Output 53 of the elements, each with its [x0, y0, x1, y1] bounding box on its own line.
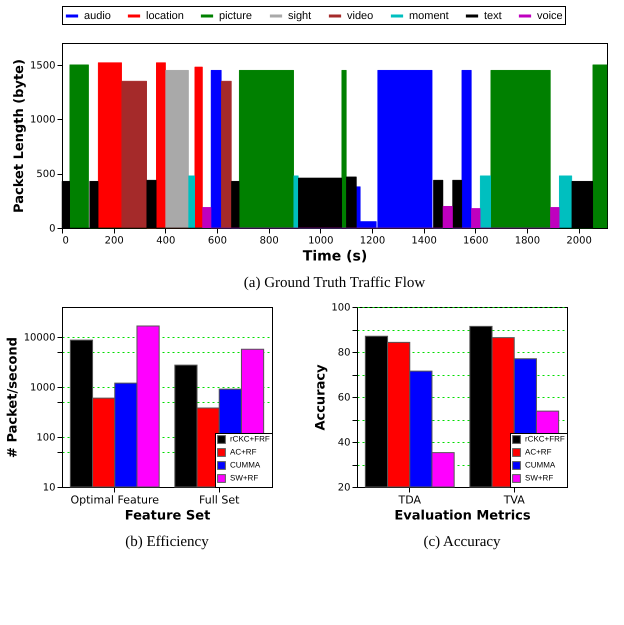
- legend-label: rCKC+FRF: [230, 434, 270, 444]
- x-tick-label: Optimal Feature: [70, 494, 160, 506]
- y-tick-label: 10: [42, 482, 56, 494]
- y-tick-label: 100: [36, 432, 56, 444]
- x-tick-label: 2000: [566, 236, 592, 246]
- legend-label: video: [347, 10, 374, 22]
- y-axis-title: Packet Length (byte): [12, 59, 28, 213]
- x-tick-label: 1800: [514, 236, 540, 246]
- y-tick-label: 60: [338, 392, 350, 404]
- x-tick-label: 1600: [463, 236, 488, 246]
- x-tick-label: Full Set: [199, 494, 240, 506]
- y-tick-label: 10000: [24, 332, 56, 344]
- legend-label: AC+RF: [230, 448, 257, 456]
- x-tick-label: 800: [260, 236, 279, 246]
- legend-label: SW+RF: [525, 474, 554, 482]
- legend-label: SW+RF: [230, 474, 258, 482]
- legend-label: CUMMA: [525, 460, 556, 470]
- legend-label: audio: [84, 10, 111, 22]
- y-axis-title: # Packet/second: [6, 337, 21, 458]
- x-tick-label: 400: [156, 236, 176, 246]
- y-tick-label: 80: [338, 348, 350, 358]
- legend-label: voice: [537, 10, 563, 22]
- y-axis-title: Accuracy: [313, 364, 328, 431]
- y-tick-label: 100: [331, 302, 350, 314]
- x-tick-label: TVA: [502, 494, 526, 506]
- x-tick-label: 1000: [308, 236, 334, 246]
- text: (c) Accuracy: [423, 534, 502, 550]
- text: (a) Ground Truth Traffic Flow: [244, 275, 426, 291]
- legend-label: AC+RF: [525, 448, 552, 456]
- legend-label: text: [484, 10, 502, 22]
- x-axis-title: Evaluation Metrics: [394, 508, 531, 524]
- y-tick-label: 1000: [30, 114, 56, 126]
- legend-label: picture: [219, 10, 252, 22]
- y-tick-label: 500: [36, 169, 56, 180]
- x-tick-label: TDA: [397, 494, 422, 506]
- legend-label: moment: [409, 10, 449, 22]
- x-tick-label: 1200: [360, 236, 386, 246]
- x-tick-label: 0: [62, 236, 69, 246]
- x-axis-title: Time (s): [302, 248, 368, 264]
- x-tick-label: 600: [208, 236, 228, 246]
- x-tick-label: 200: [104, 236, 124, 246]
- y-tick-label: 0: [49, 224, 56, 234]
- y-tick-label: 1000: [30, 382, 56, 394]
- legend-label: CUMMA: [230, 460, 261, 470]
- legend-label: location: [146, 10, 184, 22]
- y-tick-label: 1500: [30, 60, 56, 72]
- legend-label: rCKC+FRF: [525, 434, 565, 444]
- text: (b) Efficiency: [125, 534, 210, 550]
- legend-label: sight: [288, 10, 312, 22]
- y-tick-label: 20: [338, 482, 350, 494]
- x-tick-label: 1400: [411, 236, 437, 246]
- x-axis-title: Feature Set: [124, 508, 210, 524]
- y-tick-label: 40: [338, 438, 350, 448]
